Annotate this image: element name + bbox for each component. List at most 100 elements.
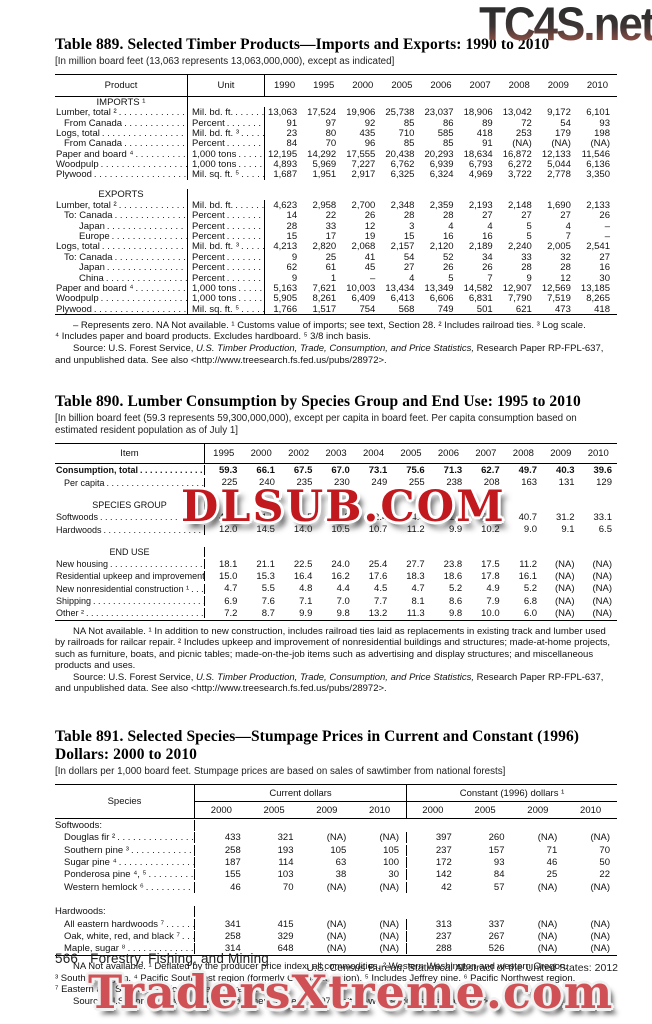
value-cell: 27 — [521, 210, 532, 222]
value-cell: 288 — [406, 943, 459, 955]
value-cell: 7.6 — [261, 595, 275, 607]
value-cell: 187 — [224, 856, 241, 868]
value-cell: (NA) — [326, 832, 347, 844]
value-cell: (NA) — [592, 558, 612, 570]
value-cell: (NA) — [379, 918, 399, 930]
column-header: Species — [55, 785, 195, 819]
value-cell: 235 — [296, 477, 313, 489]
row-label: Shipping — [55, 596, 205, 607]
value-cell: 2,240 — [507, 241, 532, 253]
value-cell: 163 — [521, 477, 538, 489]
table-890-footnotes: NA Not available. ¹ In addition to new c… — [55, 626, 617, 696]
unit-cell: Mil. bd. ft. — [188, 107, 265, 119]
value-cell: – — [604, 231, 610, 243]
table-row: Shipping 6.9 7.6 7.1 7.0 7.7 8.1 8.6 7.9 6.8 (NA) (… — [55, 595, 617, 607]
value-cell: 5 — [526, 231, 532, 243]
value-cell: 321 — [277, 832, 294, 844]
table-row: Woodpulp1,000 tons 4,893 5,969 7,227 6,762 6,… — [55, 159, 617, 171]
value-cell: 6,606 — [429, 293, 454, 305]
table-row: All eastern hardwoods ⁷ 341 415 (NA) (NA) 313… — [55, 918, 617, 930]
value-cell: 142 — [406, 869, 459, 881]
value-cell: 27 — [560, 210, 571, 222]
row-label: SPECIES GROUP — [55, 499, 205, 510]
value-cell: 2,189 — [468, 241, 493, 253]
row-label: Sugar pine ⁴ — [55, 856, 195, 868]
value-cell: 6.5 — [598, 524, 612, 536]
value-cell: 9.1 — [561, 524, 575, 536]
value-cell: 3,350 — [586, 169, 610, 181]
value-cell: 4.8 — [299, 583, 313, 595]
table-889-block: Table 889. Selected Timber Products—Impo… — [55, 0, 617, 366]
value-cell: 8.6 — [448, 595, 463, 607]
value-cell: 52.6 — [481, 511, 500, 523]
value-cell: 7 — [565, 231, 571, 243]
value-cell: 11.2 — [519, 558, 538, 570]
table-row: Lumber, total ²Mil. bd. ft.13,063 17,524 1… — [55, 107, 617, 119]
value-cell: 18.1 — [218, 558, 238, 570]
value-cell: (NA) — [555, 583, 575, 595]
table-row: PlywoodMil. sq. ft. ⁵ 1,687 1,951 2,917 6,32… — [55, 169, 617, 181]
value-cell: 237 — [406, 844, 459, 856]
column-header: 2007 — [475, 448, 497, 460]
column-header: 2008 — [512, 448, 534, 460]
column-header: 2006 — [430, 80, 452, 91]
column-header: 2010 — [369, 804, 391, 816]
value-cell: 131 — [558, 477, 575, 489]
value-cell: (NA) — [592, 607, 612, 619]
table-row: Softwoods 47.3 51.6 53.5 56.5 62.4 64.4 61.4 52.… — [55, 511, 617, 523]
footer-section-title: Forestry, Fishing, and Mining — [90, 951, 269, 966]
value-cell: 46 — [546, 856, 558, 868]
value-cell: 80 — [325, 128, 337, 140]
value-cell: 17.6 — [368, 570, 388, 582]
section-row: EXPORTS — [55, 189, 617, 201]
value-cell: 62 — [286, 262, 298, 274]
value-cell: 73.1 — [368, 464, 388, 476]
value-cell: 16 — [442, 231, 454, 243]
table-row: Ponderosa pine ⁴, ⁵ 155 103 38 30 142 84 25 22 — [55, 869, 617, 881]
value-cell: 84 — [493, 869, 505, 881]
unit-cell: Mil. sq. ft. ⁵ — [188, 169, 265, 181]
footnote-line: ³ Southern region. ⁴ Pacific Southwest r… — [55, 972, 576, 984]
unit-cell: Percent — [188, 231, 265, 243]
value-cell: 17 — [325, 231, 337, 243]
value-cell: 1,690 — [547, 200, 571, 212]
value-cell: 397 — [406, 832, 459, 844]
value-cell: 67.0 — [331, 464, 350, 476]
value-cell: 18,634 — [463, 148, 493, 160]
value-cell: 9.9 — [299, 607, 313, 619]
column-header: 2006 — [437, 448, 460, 460]
value-cell: 52 — [442, 251, 454, 263]
footnote-line: ⁷ Eastern and Southern regions. ⁸ Easter… — [55, 984, 264, 996]
row-label: Southern pine ³ — [55, 844, 195, 856]
table-row: Residential upkeep and improvements 15.0 1… — [55, 570, 617, 582]
table-889-title: Table 889. Selected Timber Products—Impo… — [55, 36, 550, 53]
table-890-title: Table 890. Lumber Consumption by Species… — [55, 393, 581, 411]
value-cell: 6,409 — [351, 293, 376, 305]
value-cell: 28 — [560, 262, 571, 274]
table-row: From CanadaPercent 84 70 96 85 85 91 (NA) (NA) (N… — [55, 138, 617, 150]
value-cell: 31.2 — [556, 511, 575, 523]
value-cell: 26 — [599, 210, 610, 222]
value-cell: 28 — [403, 210, 415, 222]
value-cell: 86 — [442, 117, 454, 129]
value-cell: 415 — [277, 918, 294, 930]
value-cell: 57 — [493, 881, 505, 893]
value-cell: 2,820 — [312, 241, 337, 253]
value-cell: 8.1 — [411, 595, 425, 607]
value-cell: 85 — [442, 138, 454, 150]
row-label: Lumber, total ² — [55, 107, 188, 119]
value-cell: 51.6 — [256, 511, 275, 523]
value-cell: 100 — [383, 856, 399, 868]
value-cell: 50 — [599, 856, 610, 868]
value-cell: 93 — [599, 117, 610, 129]
value-cell: 7,519 — [547, 293, 571, 305]
value-cell: 63 — [335, 856, 347, 868]
column-header: 1995 — [313, 80, 335, 91]
value-cell: 240 — [259, 477, 275, 489]
value-cell: (NA) — [590, 138, 610, 150]
watermark-dlsub: DLSUB.COM — [181, 482, 506, 532]
column-header: 2009 — [550, 448, 572, 460]
value-cell: 67.5 — [293, 464, 313, 476]
table-row: Per capita 225 240 235 230 249 255 238 208 163 131… — [55, 477, 617, 489]
column-header: 2003 — [325, 448, 347, 460]
